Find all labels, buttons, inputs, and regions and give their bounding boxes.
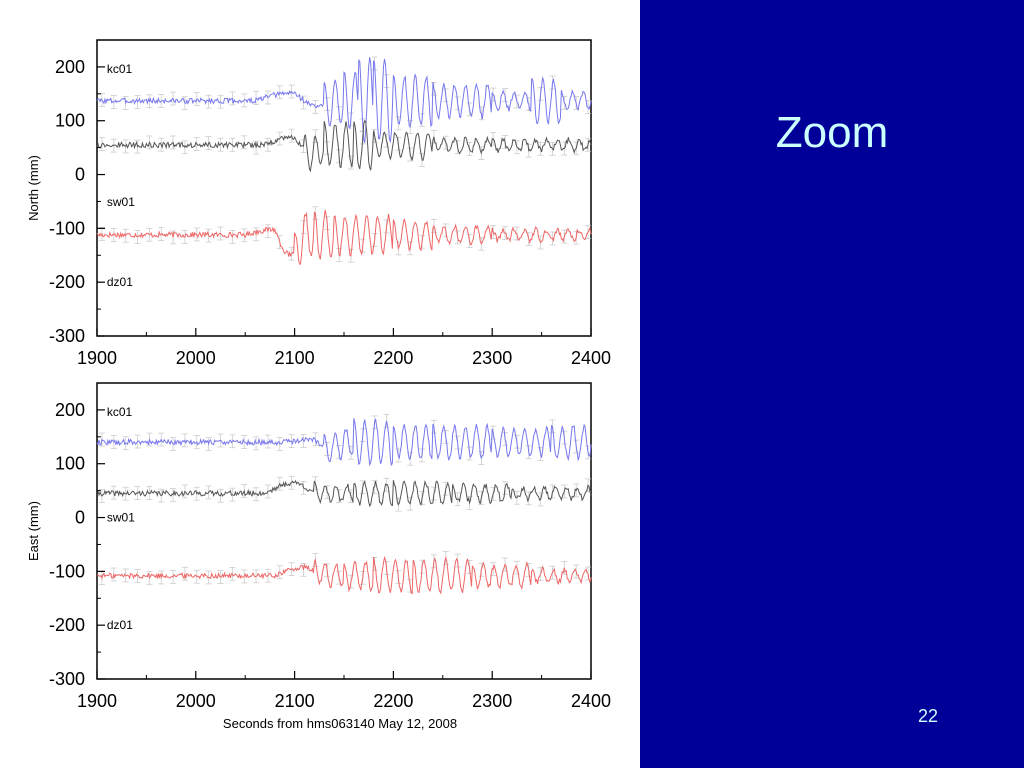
station-label-sw01: sw01 bbox=[107, 195, 135, 209]
x-tick-label: 2200 bbox=[373, 691, 413, 711]
y-tick-label: 100 bbox=[55, 454, 85, 474]
station-label-dz01: dz01 bbox=[107, 618, 133, 632]
x-tick-label: 2000 bbox=[176, 348, 216, 368]
series-line-dz01 bbox=[96, 209, 592, 265]
y-tick-label: 200 bbox=[55, 400, 85, 420]
x-tick-label: 2300 bbox=[472, 691, 512, 711]
x-tick-label: 2400 bbox=[571, 348, 611, 368]
x-tick-label: 2400 bbox=[571, 691, 611, 711]
x-tick-label: 1900 bbox=[77, 348, 117, 368]
y-tick-label: -200 bbox=[49, 272, 85, 292]
slide-title: Zoom bbox=[775, 108, 889, 157]
x-tick-label: 2100 bbox=[275, 348, 315, 368]
y-tick-label: -200 bbox=[49, 615, 85, 635]
y-tick-label: 100 bbox=[55, 111, 85, 131]
y-tick-label: -100 bbox=[49, 561, 85, 581]
slide-number: 22 bbox=[917, 706, 938, 726]
slide-panel: Zoom 22 bbox=[640, 0, 1024, 768]
y-tick-label: 200 bbox=[55, 57, 85, 77]
y-tick-label: -300 bbox=[49, 326, 85, 346]
y-tick-label: 0 bbox=[75, 508, 85, 528]
x-tick-label: 2100 bbox=[275, 691, 315, 711]
series-line-sw01 bbox=[96, 479, 592, 508]
x-tick-label: 2300 bbox=[472, 348, 512, 368]
y-tick-label: 0 bbox=[75, 165, 85, 185]
series-line-kc01 bbox=[96, 418, 592, 467]
series-line-dz01 bbox=[96, 555, 592, 595]
station-label-kc01: kc01 bbox=[107, 405, 133, 419]
station-label-dz01: dz01 bbox=[107, 275, 133, 289]
station-label-sw01: sw01 bbox=[107, 511, 135, 525]
series-line-kc01 bbox=[96, 57, 592, 144]
figure-panel: kc01 sw01 dz01 1900 2000 2100 2200 2300 2400 -300… bbox=[26, 39, 612, 731]
y-axis-label: North (mm) bbox=[26, 155, 41, 221]
y-axis-label: East (mm) bbox=[26, 501, 41, 561]
series-line-sw01 bbox=[96, 119, 592, 173]
y-tick-label: -100 bbox=[49, 218, 85, 238]
station-label-kc01: kc01 bbox=[107, 62, 133, 76]
plot-frame bbox=[96, 382, 592, 680]
x-tick-label: 2000 bbox=[176, 691, 216, 711]
x-tick-label: 1900 bbox=[77, 691, 117, 711]
x-axis-label: Seconds from hms063140 May 12, 2008 bbox=[223, 716, 457, 731]
x-tick-label: 2200 bbox=[373, 348, 413, 368]
y-tick-label: -300 bbox=[49, 669, 85, 689]
